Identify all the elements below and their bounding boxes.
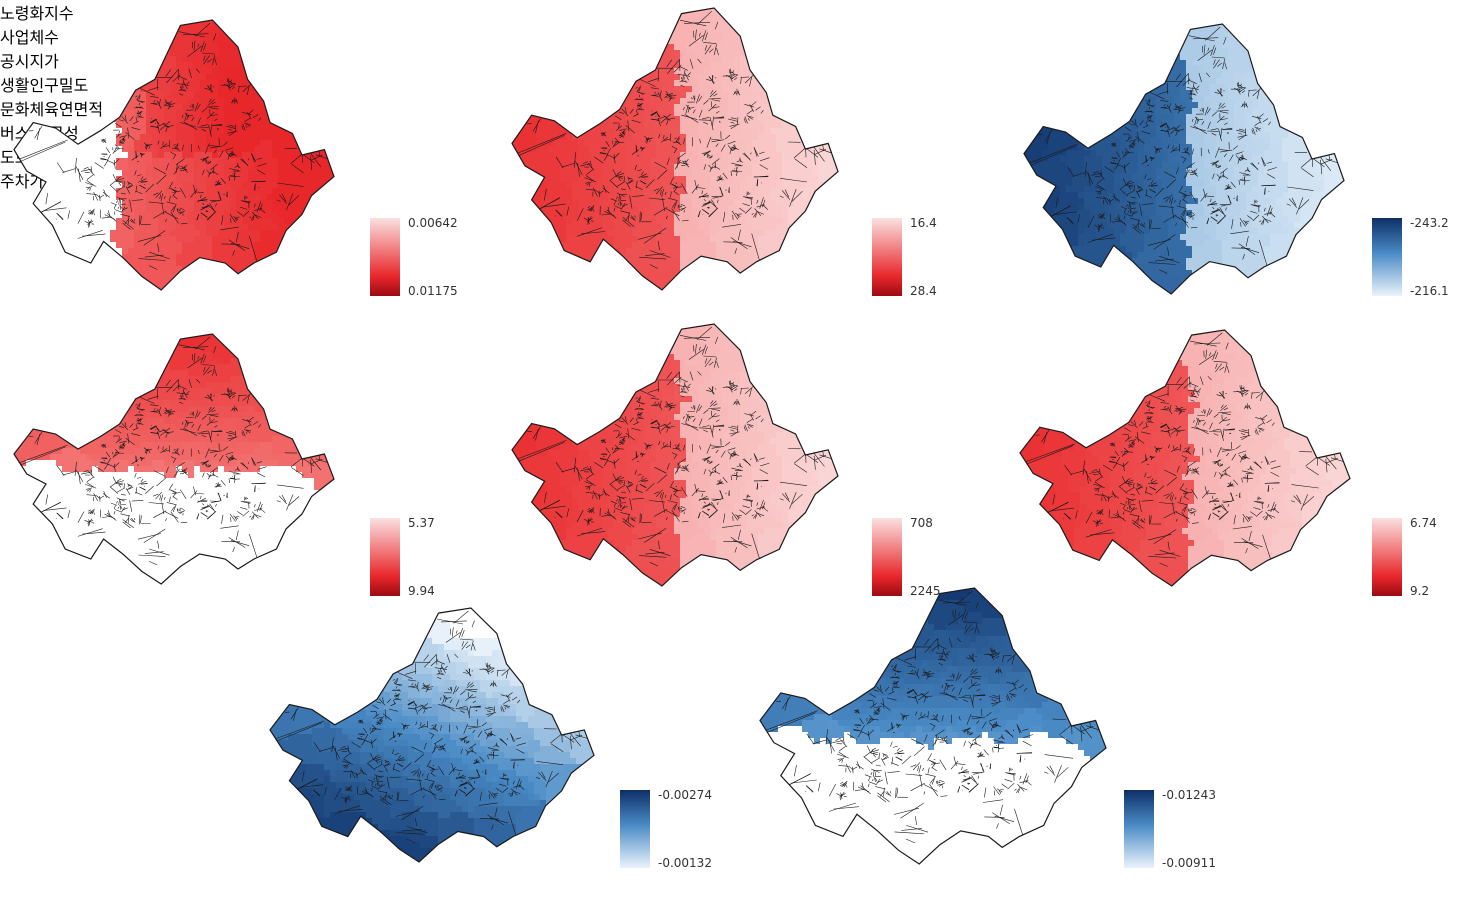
legend-bottom-label: 9.2 bbox=[1410, 584, 1429, 598]
city-boundary bbox=[511, 7, 839, 291]
legend-colorbar bbox=[1372, 218, 1402, 296]
legend-top-label: 5.37 bbox=[408, 516, 435, 530]
city-boundary bbox=[759, 587, 1107, 865]
legend-top-label: 708 bbox=[910, 516, 933, 530]
map-title: 생활인구밀도 bbox=[0, 72, 1474, 96]
choropleth-map bbox=[1023, 23, 1345, 295]
legend-colorbar bbox=[370, 218, 400, 296]
legend-top-label: -0.00274 bbox=[658, 788, 712, 802]
map-title: 문화체육연면적 bbox=[0, 96, 1474, 120]
legend-colorbar bbox=[1372, 518, 1402, 596]
choropleth-map bbox=[759, 587, 1107, 865]
choropleth-map bbox=[511, 7, 839, 291]
city-boundary bbox=[511, 323, 839, 587]
legend-bottom-label: -0.00132 bbox=[658, 856, 712, 870]
legend-top-label: 16.4 bbox=[910, 216, 937, 230]
choropleth-map bbox=[511, 323, 839, 587]
map-title: 사업체수 bbox=[0, 24, 1474, 48]
figure: 노령화지수 0.00642 0.01175 사업체수 16.4 28.4 공시지가 -243.… bbox=[0, 0, 1474, 870]
choropleth-map bbox=[13, 333, 335, 585]
legend-bottom-label: -0.00911 bbox=[1162, 856, 1216, 870]
choropleth-map bbox=[1019, 329, 1351, 587]
legend-colorbar bbox=[370, 518, 400, 596]
legend-top-label: -0.01243 bbox=[1162, 788, 1216, 802]
choropleth-map bbox=[13, 19, 335, 291]
legend-bottom-label: 9.94 bbox=[408, 584, 435, 598]
legend-colorbar bbox=[872, 518, 902, 596]
city-boundary bbox=[1023, 23, 1345, 295]
legend-top-label: -243.2 bbox=[1410, 216, 1449, 230]
legend-colorbar bbox=[872, 218, 902, 296]
legend-top-label: 0.00642 bbox=[408, 216, 458, 230]
legend-top-label: 6.74 bbox=[1410, 516, 1437, 530]
city-boundary bbox=[13, 19, 335, 291]
legend-bottom-label: 28.4 bbox=[910, 284, 937, 298]
city-boundary bbox=[269, 607, 595, 863]
legend-bottom-label: 2245 bbox=[910, 584, 941, 598]
legend-colorbar bbox=[1124, 790, 1154, 868]
legend-bottom-label: 0.01175 bbox=[408, 284, 458, 298]
city-boundary bbox=[13, 333, 335, 585]
legend-colorbar bbox=[620, 790, 650, 868]
choropleth-map bbox=[269, 607, 595, 863]
legend-bottom-label: -216.1 bbox=[1410, 284, 1449, 298]
city-boundary bbox=[1019, 329, 1351, 587]
map-title: 노령화지수 bbox=[0, 0, 1474, 24]
map-title: 공시지가 bbox=[0, 48, 1474, 72]
